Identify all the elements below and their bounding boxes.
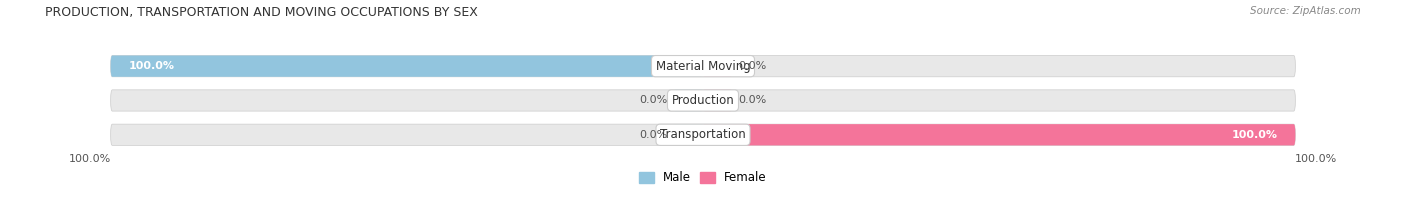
Text: Transportation: Transportation [661,128,745,141]
FancyBboxPatch shape [673,124,703,145]
Text: 100.0%: 100.0% [1295,154,1337,164]
Text: Source: ZipAtlas.com: Source: ZipAtlas.com [1250,6,1361,16]
FancyBboxPatch shape [111,90,1295,111]
Text: Material Moving: Material Moving [655,60,751,73]
Text: 0.0%: 0.0% [640,96,668,105]
Text: Production: Production [672,94,734,107]
FancyBboxPatch shape [703,90,733,111]
FancyBboxPatch shape [111,124,1295,145]
Text: 0.0%: 0.0% [640,130,668,140]
FancyBboxPatch shape [673,90,703,111]
Text: 100.0%: 100.0% [1232,130,1278,140]
Text: 100.0%: 100.0% [128,61,174,71]
FancyBboxPatch shape [703,56,733,77]
FancyBboxPatch shape [703,124,1295,145]
Text: 100.0%: 100.0% [69,154,111,164]
FancyBboxPatch shape [111,56,1295,77]
Legend: Male, Female: Male, Female [634,167,772,189]
Text: 0.0%: 0.0% [738,96,766,105]
FancyBboxPatch shape [111,56,703,77]
Text: 0.0%: 0.0% [738,61,766,71]
Text: PRODUCTION, TRANSPORTATION AND MOVING OCCUPATIONS BY SEX: PRODUCTION, TRANSPORTATION AND MOVING OC… [45,6,478,19]
